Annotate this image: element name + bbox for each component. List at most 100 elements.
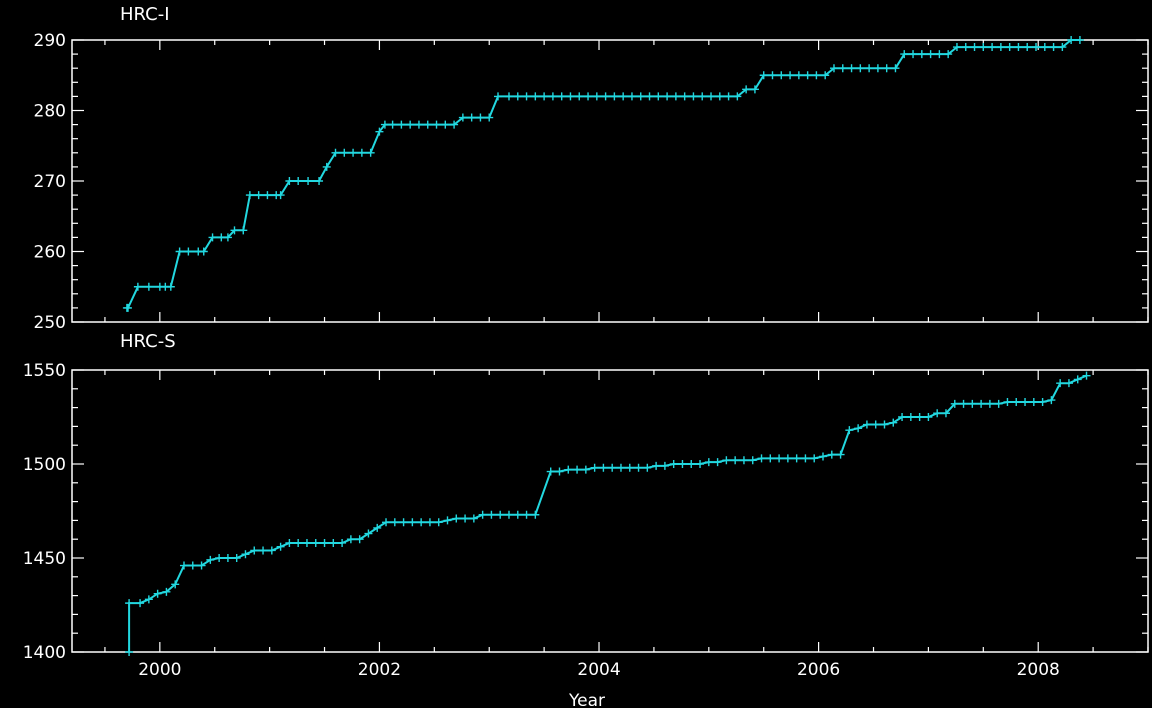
data-point — [388, 120, 397, 129]
data-point — [311, 538, 320, 547]
data-point — [397, 120, 406, 129]
data-point — [1073, 375, 1082, 384]
data-point — [873, 64, 882, 73]
x-tick-label: 2004 — [577, 660, 620, 680]
data-point — [487, 510, 496, 519]
data-point — [592, 92, 601, 101]
data-point — [441, 120, 450, 129]
data-point — [232, 554, 241, 562]
data-point — [254, 191, 263, 200]
data-point — [223, 554, 232, 562]
data-point — [338, 538, 347, 547]
data-point — [985, 399, 994, 408]
data-point — [1047, 396, 1056, 405]
data-point — [390, 518, 399, 527]
data-point — [423, 120, 432, 129]
data-point — [713, 458, 722, 467]
x-tick-label: 2002 — [358, 660, 401, 680]
data-point — [906, 413, 915, 421]
data-point — [768, 71, 777, 80]
data-point — [1067, 36, 1076, 44]
data-point — [829, 64, 838, 73]
data-point — [504, 92, 513, 101]
data-point — [417, 518, 426, 527]
data-point — [707, 92, 716, 101]
data-point — [645, 92, 654, 101]
data-point — [1005, 43, 1014, 52]
data-point — [731, 456, 740, 465]
data-point — [889, 418, 898, 427]
data-point — [241, 550, 250, 559]
data-point — [994, 399, 1003, 408]
data-point — [331, 148, 340, 157]
data-point — [432, 120, 441, 129]
data-point — [166, 282, 175, 291]
y-tick-label: 1450 — [23, 549, 66, 569]
data-point — [573, 465, 582, 474]
data-point — [856, 64, 865, 73]
data-point — [197, 561, 206, 570]
data-point — [933, 409, 942, 418]
data-point — [996, 43, 1005, 52]
data-point — [733, 92, 742, 101]
data-point — [584, 92, 593, 101]
panel-title-hrc-s: HRC-S — [120, 331, 176, 352]
data-point — [750, 85, 759, 94]
data-point — [340, 148, 349, 157]
data-point — [349, 148, 358, 157]
data-point — [961, 43, 970, 52]
y-tick-label: 270 — [34, 172, 66, 192]
data-point — [678, 460, 687, 468]
data-point — [133, 282, 142, 291]
data-point — [1003, 397, 1012, 406]
data-point — [208, 233, 217, 242]
data-point — [199, 247, 208, 256]
data-point — [619, 92, 628, 101]
data-point — [854, 424, 863, 433]
data-point — [959, 399, 968, 408]
data-point — [450, 120, 459, 129]
data-point — [935, 50, 944, 59]
data-point — [1029, 397, 1038, 406]
data-point — [898, 413, 907, 421]
data-point — [654, 92, 663, 101]
data-point — [406, 120, 415, 129]
data-point — [1012, 397, 1021, 406]
data-point — [294, 177, 303, 185]
data-point — [652, 461, 661, 470]
x-tick-label: 2008 — [1017, 660, 1060, 680]
data-point — [239, 226, 248, 235]
x-tick-label: 2006 — [797, 660, 840, 680]
data-point — [175, 247, 184, 256]
data-point — [1056, 379, 1065, 388]
data-point — [188, 561, 197, 570]
data-point — [882, 64, 891, 73]
y-tick-label: 1550 — [23, 361, 66, 381]
data-point — [1023, 43, 1032, 52]
data-point — [689, 92, 698, 101]
data-point — [153, 589, 162, 598]
data-point — [425, 518, 434, 527]
plot-frame — [71, 369, 1149, 653]
data-point — [865, 64, 874, 73]
data-point — [704, 458, 713, 467]
y-tick-label: 1400 — [23, 643, 66, 663]
data-point — [739, 456, 748, 465]
data-point — [970, 43, 979, 52]
data-point — [399, 518, 408, 527]
data-point — [759, 71, 768, 80]
data-point — [1038, 397, 1047, 406]
data-point — [452, 514, 461, 523]
y-tick-label: 250 — [34, 313, 66, 333]
data-point — [485, 113, 494, 122]
data-point — [1040, 43, 1049, 52]
data-point — [1075, 36, 1084, 44]
data-point — [915, 413, 924, 421]
data-point — [320, 538, 329, 547]
x-axis-label: Year — [568, 691, 605, 708]
data-point — [522, 92, 531, 101]
data-point — [819, 452, 828, 461]
data-point — [660, 461, 669, 470]
data-point — [616, 463, 625, 472]
data-point — [302, 538, 311, 547]
